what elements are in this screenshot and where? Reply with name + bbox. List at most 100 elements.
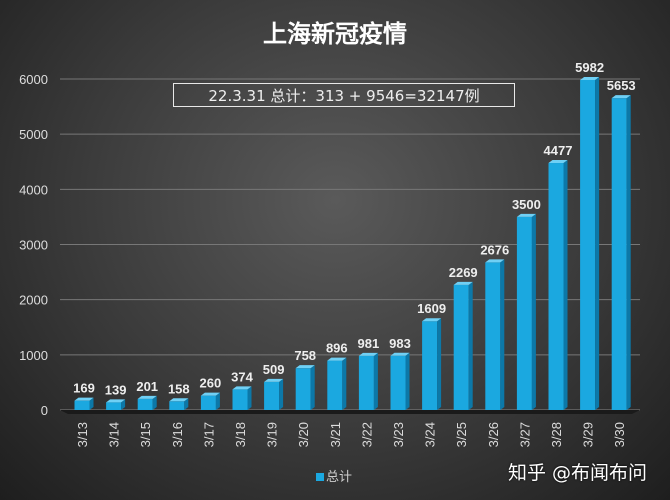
bar-top: [232, 386, 252, 390]
x-tick-label: 3/29: [581, 422, 596, 447]
bar: [390, 355, 406, 410]
bar: [548, 163, 564, 410]
bar-side: [89, 397, 94, 410]
bar-side: [468, 281, 473, 410]
data-label: 201: [136, 379, 158, 394]
bar-top: [358, 352, 378, 356]
y-tick-label: 4000: [19, 182, 48, 197]
y-tick-label: 1000: [19, 348, 48, 363]
data-label: 374: [231, 369, 253, 384]
bar-top: [390, 352, 410, 356]
bar-side: [310, 365, 315, 410]
x-tick-label: 3/24: [423, 422, 438, 447]
bar-top: [327, 357, 347, 361]
x-tick-label: 3/13: [75, 422, 90, 447]
x-tick-label: 3/18: [233, 422, 248, 447]
bar-side: [279, 378, 284, 410]
legend-label: 总计: [326, 470, 353, 485]
data-label: 5982: [575, 60, 604, 75]
bar-side: [626, 95, 631, 411]
data-label: 983: [389, 336, 411, 351]
bar-side: [121, 399, 126, 410]
data-label: 896: [326, 341, 348, 356]
x-tick-label: 3/21: [328, 422, 343, 447]
watermark: 知乎 @布闻布问: [508, 462, 648, 484]
bar: [485, 262, 501, 410]
x-tick-label: 3/20: [296, 422, 311, 447]
bar: [580, 79, 596, 411]
bar-side: [215, 392, 220, 410]
legend: 总计: [316, 466, 352, 485]
data-label: 169: [73, 381, 95, 396]
x-tick-label: 3/26: [486, 422, 501, 447]
bar-top: [516, 213, 536, 217]
bar-top: [106, 399, 126, 403]
data-label: 2269: [449, 265, 478, 280]
bar-top: [611, 95, 631, 99]
bar-top: [453, 281, 473, 285]
data-label: 509: [263, 362, 285, 377]
bar-side: [437, 318, 442, 410]
bar-top: [264, 378, 284, 382]
bar-side: [247, 386, 252, 410]
x-tick-label: 3/16: [170, 422, 185, 447]
x-tick-label: 3/14: [107, 422, 122, 447]
bar: [516, 216, 532, 410]
data-label: 260: [200, 376, 222, 391]
data-label: 5653: [607, 78, 636, 93]
y-tick-label: 2000: [19, 293, 48, 308]
bar: [264, 381, 280, 410]
y-tick-label: 5000: [19, 127, 48, 142]
data-label: 2676: [480, 242, 509, 257]
bar: [232, 389, 248, 410]
bar: [422, 321, 438, 410]
y-tick-label: 6000: [19, 72, 48, 87]
x-tick-label: 3/17: [201, 422, 216, 447]
data-label: 1609: [417, 301, 446, 316]
data-label: 981: [358, 336, 380, 351]
bar: [358, 355, 374, 410]
bar: [327, 360, 343, 410]
bar-top: [169, 398, 189, 402]
bar: [295, 368, 311, 410]
x-tick-label: 3/30: [612, 422, 627, 447]
data-label: 758: [294, 348, 316, 363]
data-label: 139: [105, 382, 127, 397]
bar: [453, 284, 469, 410]
bar: [200, 395, 216, 410]
bar-top: [580, 76, 600, 80]
x-tick-label: 3/23: [391, 422, 406, 447]
bar-side: [531, 213, 536, 410]
bar-side: [373, 352, 378, 410]
bar-side: [500, 259, 505, 410]
data-label: 4477: [544, 143, 573, 158]
y-tick-label: 0: [41, 403, 48, 418]
x-tick-label: 3/15: [138, 422, 153, 447]
floor: [60, 410, 640, 414]
legend-swatch: [316, 473, 324, 481]
x-tick-label: 3/28: [549, 422, 564, 447]
bar: [137, 398, 153, 410]
x-tick-label: 3/22: [359, 422, 374, 447]
bar: [169, 401, 185, 410]
bar-top: [548, 160, 568, 164]
bar-side: [595, 76, 600, 411]
x-tick-label: 3/27: [517, 422, 532, 447]
bar-top: [74, 397, 94, 401]
x-tick-label: 3/25: [454, 422, 469, 447]
bar-side: [563, 160, 568, 410]
bar: [611, 98, 627, 411]
bar-side: [405, 352, 410, 410]
y-tick-label: 3000: [19, 238, 48, 253]
x-tick-label: 3/19: [265, 422, 280, 447]
chart-title: 上海新冠疫情: [263, 20, 407, 48]
bar: [74, 400, 90, 410]
data-label: 158: [168, 381, 190, 396]
bar-side: [342, 357, 347, 410]
bar: [106, 402, 122, 410]
data-label: 3500: [512, 197, 541, 212]
bar-top: [485, 259, 505, 263]
bar-side: [184, 398, 189, 410]
total-annotation: 22.3.31 总计：313 + 9546=32147例: [173, 83, 515, 107]
